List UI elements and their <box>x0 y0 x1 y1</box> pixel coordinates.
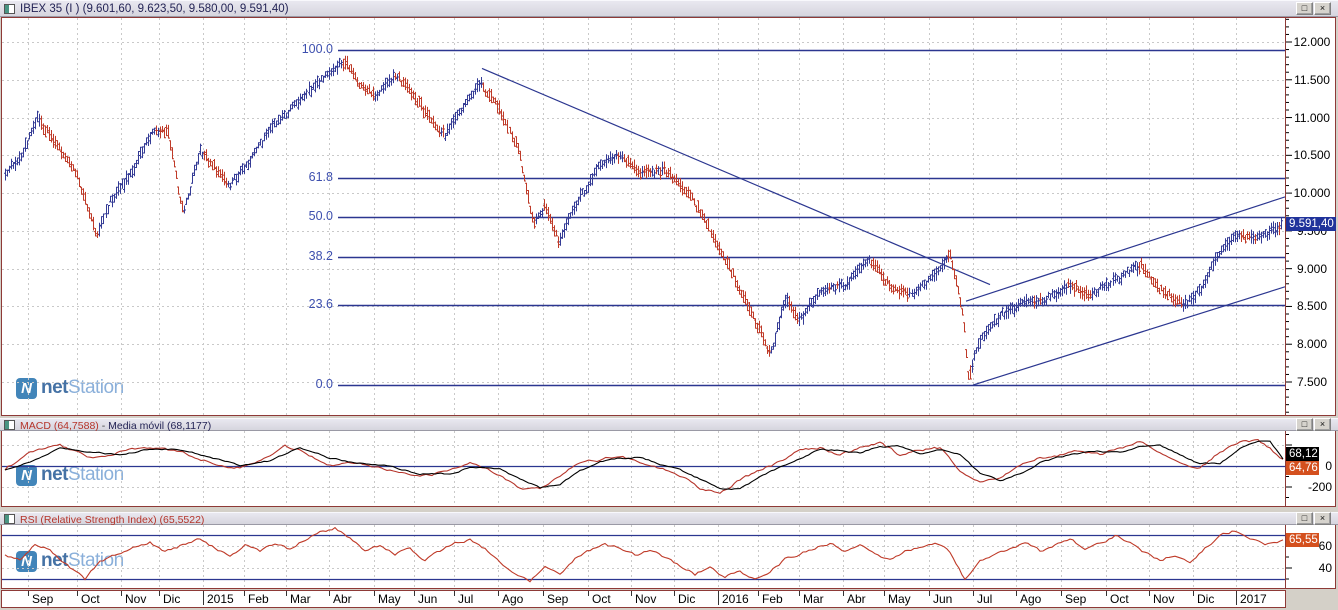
macd-ma-value-tag: 68,12 <box>1286 447 1319 461</box>
close-button[interactable]: × <box>1314 2 1331 15</box>
macd-title-bar: MACD (64,7588) - Media móvil (68,1177) <box>0 418 1338 432</box>
netstation-watermark: N net Station <box>16 464 124 486</box>
last-price-tag: 9.591,40 <box>1286 217 1336 231</box>
netstation-logo-icon: N <box>16 377 37 399</box>
rsi-plot[interactable] <box>1 524 1336 589</box>
close-button[interactable]: × <box>1314 512 1331 525</box>
macd-title: MACD (64,7588) - Media móvil (68,1177) <box>20 420 211 432</box>
restore-button[interactable]: □ <box>1296 512 1313 525</box>
macd-value-tag: 64,76 <box>1286 461 1319 475</box>
watermark-text-bold: net <box>41 464 69 485</box>
main-chart-title-bar: IBEX 35 (I ) (9.601,60, 9.623,50, 9.580,… <box>0 0 1338 17</box>
chart-icon <box>4 420 15 430</box>
macd-title-left: MACD (64,7588) <box>20 420 99 432</box>
netstation-logo-icon: N <box>16 464 37 486</box>
close-button[interactable]: × <box>1314 418 1331 431</box>
chart-icon <box>4 514 15 524</box>
restore-button[interactable]: □ <box>1296 418 1313 431</box>
watermark-text-light: Station <box>68 464 124 485</box>
main-chart-title: IBEX 35 (I ) (9.601,60, 9.623,50, 9.580,… <box>20 3 289 15</box>
rsi-value-tag: 65,55 <box>1286 533 1319 547</box>
netstation-watermark: N net Station <box>16 550 124 572</box>
netstation-logo-icon: N <box>16 550 37 572</box>
main-chart-plot[interactable] <box>1 17 1336 416</box>
watermark-text-light: Station <box>68 550 124 571</box>
watermark-text-bold: net <box>41 550 69 571</box>
macd-title-separator: - <box>98 420 109 432</box>
macd-title-right: Media móvil (68,1177) <box>108 420 212 432</box>
time-axis <box>1 590 1286 608</box>
rsi-title-bar: RSI (Relative Strength Index) (65,5522) <box>0 512 1338 526</box>
restore-button[interactable]: □ <box>1296 2 1313 15</box>
macd-plot[interactable] <box>1 430 1336 507</box>
rsi-title: RSI (Relative Strength Index) (65,5522) <box>20 514 205 526</box>
chart-icon <box>4 4 15 14</box>
